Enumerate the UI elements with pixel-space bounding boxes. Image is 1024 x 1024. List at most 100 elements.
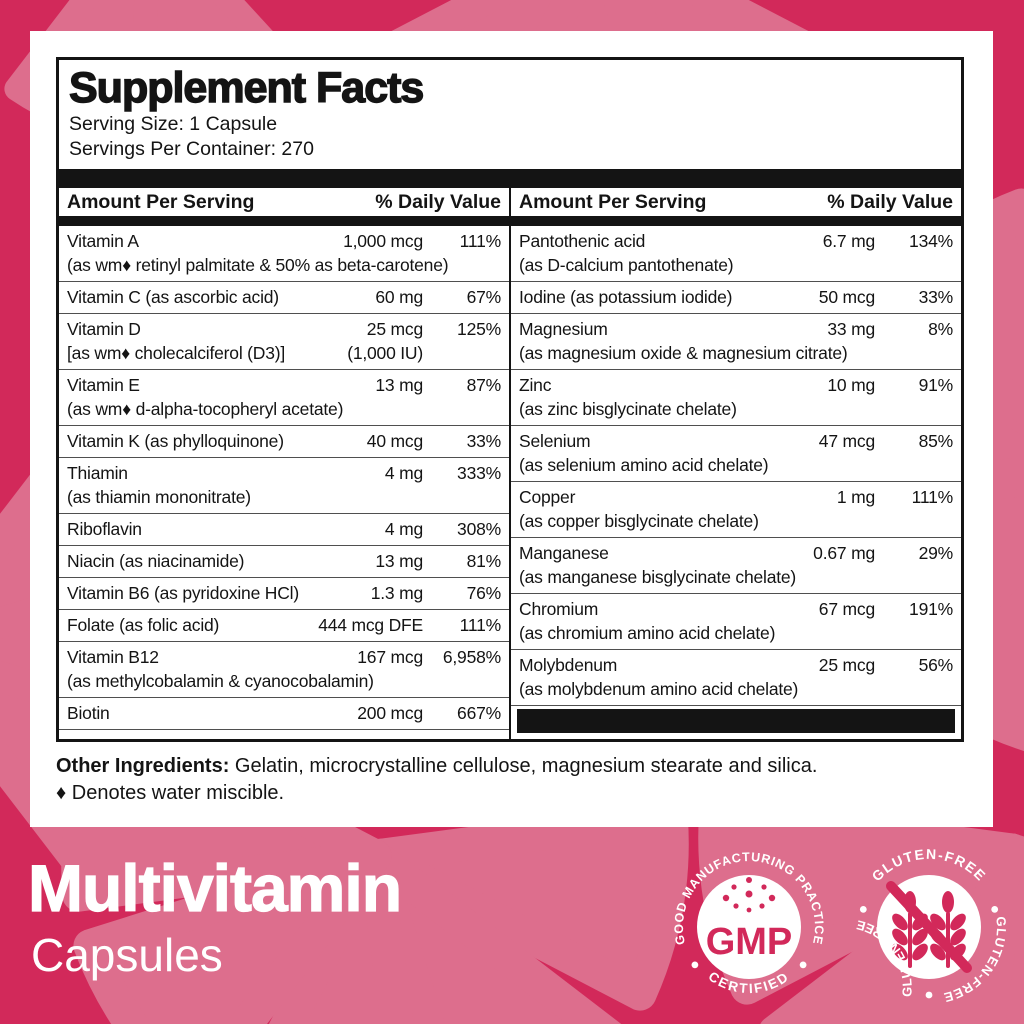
nutrient-name: Vitamin B12 [67,647,159,667]
gluten-free-dot-bottom [925,991,933,999]
left-column: Amount Per Serving % Daily Value Vitamin… [59,188,509,739]
header-amount-per-serving: Amount Per Serving [519,191,707,213]
nutrient-dv: 8% [928,319,953,339]
nutrient-dv: 6,958% [442,647,501,667]
nutrient-dv: 134% [909,231,953,251]
nutrient-amount: 444 mcg DFE [318,615,423,635]
nutrient-amount: 10 mg [827,375,875,395]
table-row: Vitamin A 1,000 mcg 111% (as wm♦ retinyl pa… [59,226,509,282]
nutrient-name: Vitamin A [67,231,139,251]
nutrient-amount: 40 mcg [366,431,423,451]
table-row: Vitamin B6 (as pyridoxine HCl) 1.3 mg 76% [59,578,509,610]
nutrient-dv: 191% [909,599,953,619]
gmp-dot-left [691,961,699,969]
nutrient-name: Biotin [67,703,110,723]
nutrient-dv: 111% [911,487,954,507]
nutrient-name: Zinc [519,375,552,395]
servings-per-container: Servings Per Container: 270 [69,138,314,160]
supplement-facts-panel: Supplement Facts Serving Size: 1 Capsule… [30,31,993,827]
nutrient-source: (as molybdenum amino acid chelate) [519,679,799,699]
nutrient-dv: 56% [918,655,954,675]
nutrient-dv: 91% [918,375,954,395]
gmp-dots-icon [722,877,776,913]
right-rows: Pantothenic acid 6.7 mg 134% (as D-calcium … [511,226,961,706]
nutrient-source: (as wm♦ retinyl palmitate & 50% as beta-… [67,255,449,275]
table-row: Thiamin 4 mg 333% (as thiamin mononitrate) [59,458,509,514]
table-row: Zinc 10 mg 91% (as zinc bisglycinate chelat… [511,370,961,426]
nutrient-dv: 33% [918,287,954,307]
nutrient-dv: 333% [457,463,501,483]
nutrient-name: Manganese [519,543,609,563]
water-miscible-note: ♦ Denotes water miscible. [56,782,285,804]
right-column: Amount Per Serving % Daily Value Pantoth… [511,188,961,739]
serving-size: Serving Size: 1 Capsule [69,113,278,135]
nutrient-name: Vitamin B6 (as pyridoxine HCl) [67,583,299,603]
nutrient-dv: 667% [457,703,501,723]
nutrient-amount: 67 mcg [818,599,875,619]
gmp-center-text: GMP [706,921,793,963]
nutrient-name: Folate (as folic acid) [67,615,220,635]
gluten-free-dot-left [859,906,867,913]
nutrient-amount-alt: (1,000 IU) [347,343,423,363]
nutrient-amount: 167 mcg [357,647,423,667]
facts-title: Supplement Facts [68,63,425,112]
left-rows: Vitamin A 1,000 mcg 111% (as wm♦ retinyl pa… [59,226,509,730]
nutrient-dv: 85% [918,431,954,451]
table-row: Chromium 67 mcg 191% (as chromium amino aci… [511,594,961,650]
nutrient-amount: 1 mg [836,487,875,507]
nutrient-name: Molybdenum [519,655,618,675]
nutrient-name: Chromium [519,599,599,619]
table-row: Vitamin B12 167 mcg 6,958% (as methylcobala… [59,642,509,698]
table-row: Niacin (as niacinamide) 13 mg 81% [59,546,509,578]
nutrient-dv: 111% [459,231,502,251]
nutrient-name: Vitamin K (as phylloquinone) [67,431,284,451]
table-row: Biotin 200 mcg 667% [59,698,509,730]
nutrient-name: Selenium [519,431,591,451]
facts-header: Supplement Facts Serving Size: 1 Capsule… [59,60,961,162]
table-row: Vitamin E 13 mg 87% (as wm♦ d-alpha-tocophe… [59,370,509,426]
nutrient-dv: 76% [466,583,502,603]
nutrient-source: (as zinc bisglycinate chelate) [519,399,737,419]
nutrient-dv: 125% [457,319,501,339]
nutrient-amount: 4 mg [384,519,423,539]
nutrient-source: (as methylcobalamin & cyanocobalamin) [67,671,374,691]
nutrient-amount: 1,000 mcg [343,231,423,251]
nutrient-source: (as chromium amino acid chelate) [519,623,776,643]
other-ingredients: Other Ingredients: Gelatin, microcrystal… [56,753,966,779]
nutrient-name: Pantothenic acid [519,231,646,251]
table-row: Selenium 47 mcg 85% (as selenium amino acid… [511,426,961,482]
gluten-free-dot-right [991,906,999,913]
nutrient-amount: 13 mg [375,551,423,571]
gmp-badge: GMP GOOD MANUFACTURING PRACTICE CERTIFIE… [672,850,825,996]
other-ingredients-label: Other Ingredients: [56,755,230,777]
table-row: Iodine (as potassium iodide) 50 mcg 33% [511,282,961,314]
divider-bar-thick [59,169,961,188]
other-ingredients-text: Gelatin, microcrystalline cellulose, mag… [229,755,818,777]
table-row: Vitamin D 25 mcg 125% [as wm♦ cholecalcifer… [59,314,509,370]
nutrient-amount: 6.7 mg [822,231,876,251]
slash-icon [886,881,972,973]
table-row: Vitamin C (as ascorbic acid) 60 mg 67% [59,282,509,314]
nutrient-dv: 29% [918,543,954,563]
nutrient-name: Riboflavin [67,519,142,539]
column-header: Amount Per Serving % Daily Value [511,188,961,216]
nutrient-source: (as D-calcium pantothenate) [519,255,734,275]
nutrient-source: (as copper bisglycinate chelate) [519,511,759,531]
nutrient-dv: 67% [466,287,502,307]
nutrient-name: Vitamin D [67,319,141,339]
nutrient-name: Thiamin [67,463,128,483]
column-divider [509,188,511,739]
nutrient-source: (as selenium amino acid chelate) [519,455,769,475]
table-row: Vitamin K (as phylloquinone) 40 mcg 33% [59,426,509,458]
table-row: Magnesium 33 mg 8% (as magnesium oxide & ma… [511,314,961,370]
nutrient-amount: 33 mg [827,319,875,339]
header-amount-per-serving: Amount Per Serving [67,191,255,213]
product-form: Capsules [31,929,223,981]
filler-bar [517,709,955,733]
nutrient-source: (as wm♦ d-alpha-tocopheryl acetate) [67,399,344,419]
nutrient-amount: 1.3 mg [370,583,424,603]
column-header: Amount Per Serving % Daily Value [59,188,509,216]
nutrient-name: Niacin (as niacinamide) [67,551,245,571]
nutrient-source: (as magnesium oxide & magnesium citrate) [519,343,848,363]
